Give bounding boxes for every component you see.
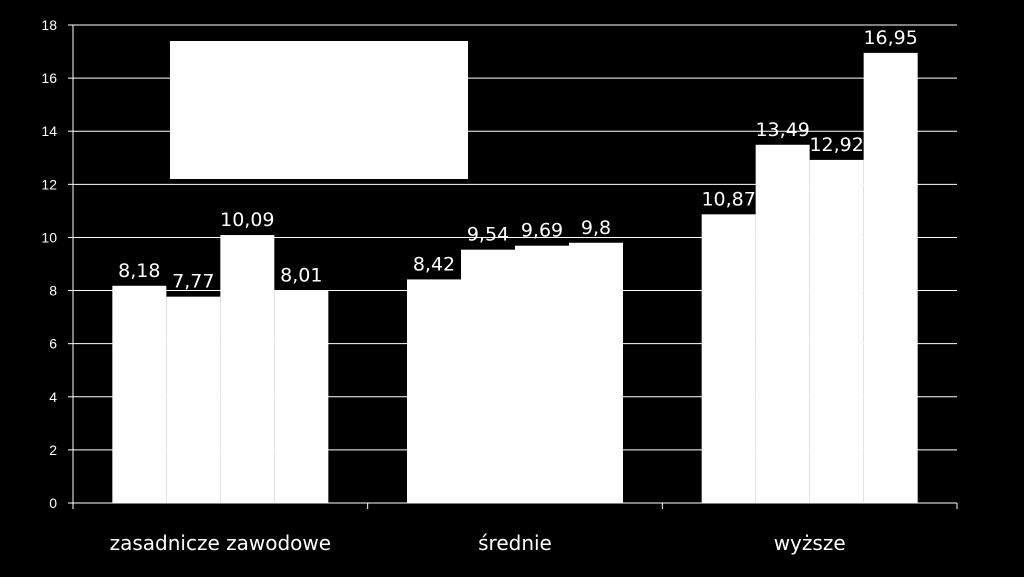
bars xyxy=(112,52,918,504)
category-labels: zasadnicze zawodowe średnie wyższe xyxy=(72,503,958,555)
bar xyxy=(755,144,810,503)
data-label: 7,77 xyxy=(172,271,214,293)
data-label: 10,87 xyxy=(701,188,755,210)
data-label: 8,42 xyxy=(413,253,455,275)
data-label: 10,09 xyxy=(220,209,274,231)
bar xyxy=(274,290,329,503)
data-label: 8,01 xyxy=(280,264,322,286)
y-tick-label: 16 xyxy=(41,70,57,86)
bar xyxy=(461,249,515,503)
bar xyxy=(863,52,918,504)
bar xyxy=(166,296,221,503)
data-labels: 8,18 7,77 10,09 8,01 8,42 9,54 9,69 9,8 10,87 13,… xyxy=(118,27,918,293)
category-label: średnie xyxy=(478,531,552,555)
bar xyxy=(515,245,569,503)
data-label: 9,69 xyxy=(521,220,563,242)
data-label: 8,18 xyxy=(118,260,160,282)
y-axis-ticks: 0 2 4 6 8 10 12 14 16 18 xyxy=(41,17,73,511)
y-tick-label: 4 xyxy=(49,389,57,405)
bar xyxy=(809,159,864,503)
data-label: 9,8 xyxy=(581,217,611,239)
y-tick-label: 8 xyxy=(49,283,57,299)
y-tick-label: 12 xyxy=(41,176,57,192)
bar xyxy=(220,235,275,503)
bar xyxy=(407,279,461,503)
bar xyxy=(112,285,167,503)
bar xyxy=(569,242,623,503)
y-tick-label: 10 xyxy=(41,229,57,245)
y-tick-label: 18 xyxy=(41,17,57,33)
y-tick-label: 14 xyxy=(41,123,57,139)
y-tick-label: 0 xyxy=(49,495,57,511)
data-label: 13,49 xyxy=(755,119,809,141)
category-label: zasadnicze zawodowe xyxy=(110,531,331,555)
y-tick-label: 2 xyxy=(49,442,57,458)
category-label: wyższe xyxy=(774,531,846,555)
data-label: 9,54 xyxy=(467,224,509,246)
data-label: 12,92 xyxy=(809,134,863,156)
data-label: 16,95 xyxy=(863,27,917,49)
legend-box xyxy=(170,41,468,179)
bar xyxy=(701,214,756,503)
y-tick-label: 6 xyxy=(49,336,57,352)
